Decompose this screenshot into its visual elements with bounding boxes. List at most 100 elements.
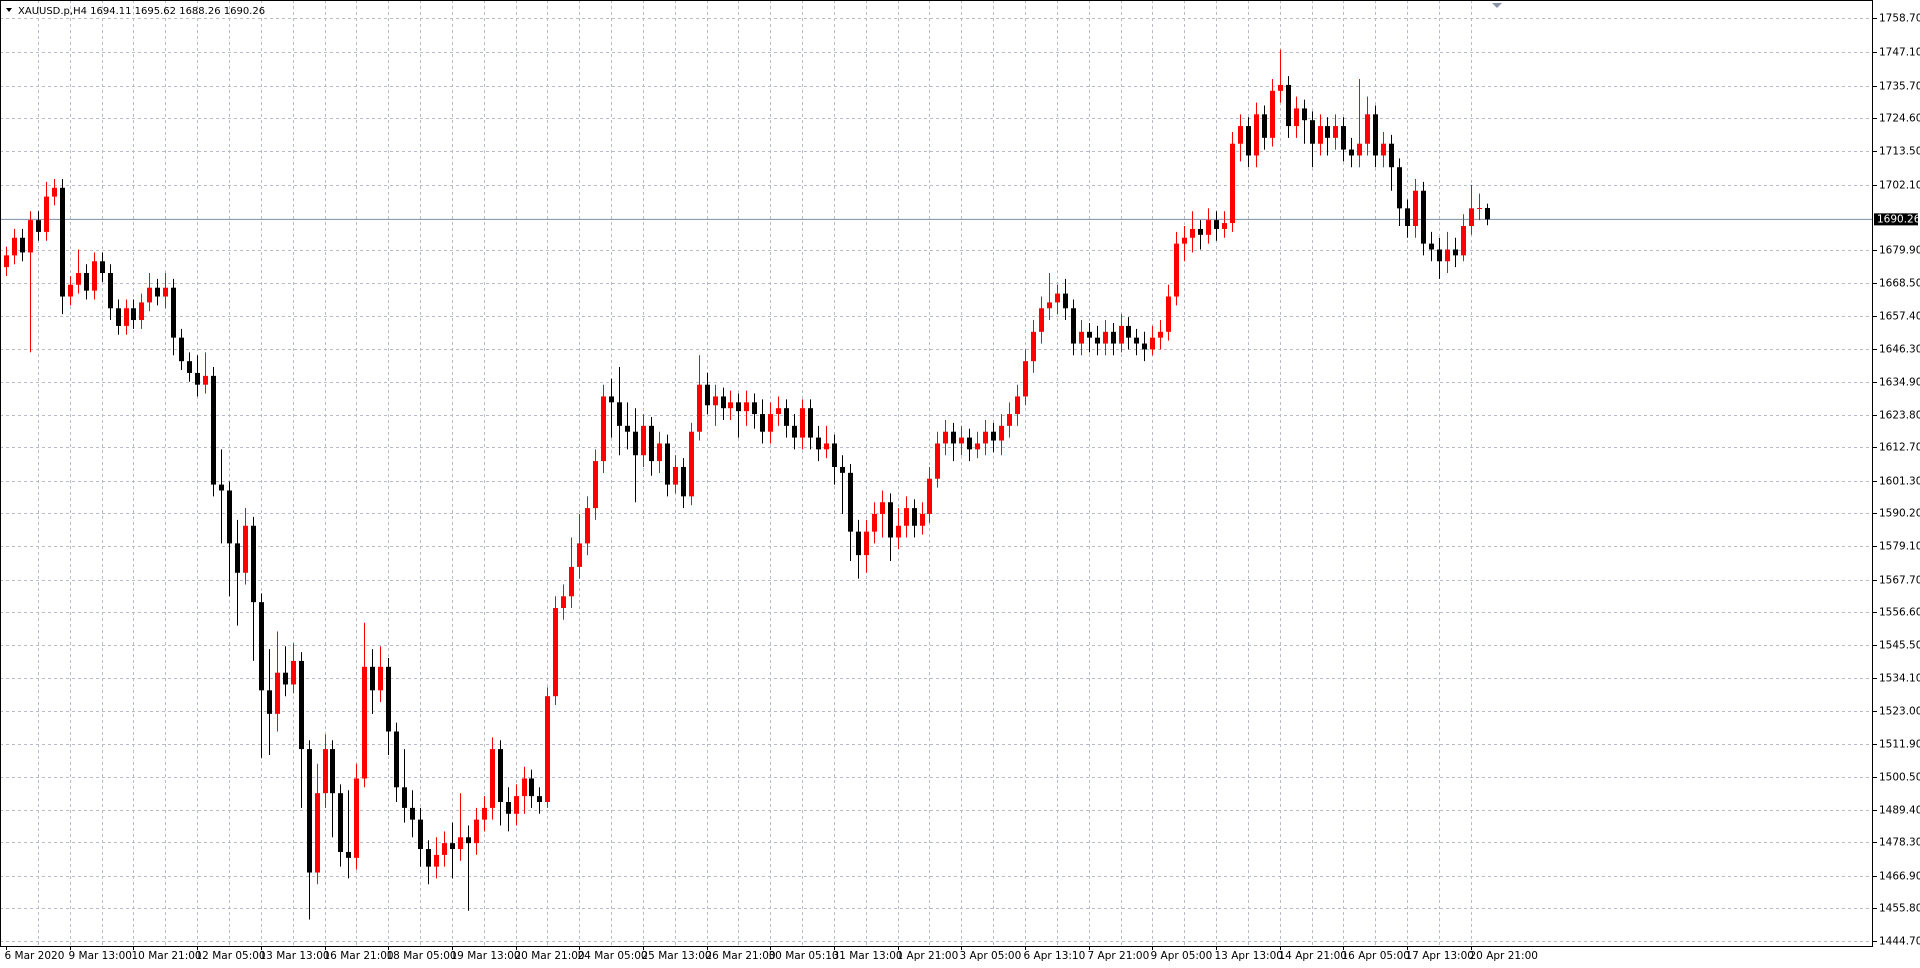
candle-body: [52, 187, 57, 197]
candle-body: [490, 749, 495, 808]
candle-body: [1071, 308, 1076, 344]
x-tick-label: 16 Mar 21:00: [324, 950, 394, 962]
y-tick-label: 1590.20: [1879, 508, 1920, 520]
candle-body: [1381, 143, 1386, 156]
x-tick-label: 6 Apr 13:10: [1024, 950, 1086, 962]
y-tick-label: 1556.60: [1879, 607, 1920, 619]
candle-body: [116, 308, 121, 326]
candle-body: [402, 787, 407, 808]
y-tick-label: 1646.30: [1879, 344, 1920, 356]
candle-body: [1270, 90, 1275, 138]
y-tick-label: 1702.10: [1879, 180, 1920, 192]
candle-body: [657, 443, 662, 462]
y-tick-label: 1466.90: [1879, 871, 1920, 883]
candle-body: [187, 361, 192, 373]
x-tick-label: 20 Apr 21:00: [1470, 950, 1538, 962]
x-tick-label: 31 Mar 13:00: [833, 950, 903, 962]
candle-body: [529, 778, 534, 797]
x-tick-label: 30 Mar 05:10: [769, 950, 839, 962]
y-tick-label: 1668.50: [1879, 278, 1920, 290]
candle-body: [1182, 237, 1187, 244]
candles: [4, 49, 1490, 920]
shift-marker[interactable]: [1492, 3, 1502, 8]
y-tick-label: 1724.60: [1879, 113, 1920, 125]
candle-body: [975, 443, 980, 450]
y-tick-label: 1758.70: [1879, 13, 1920, 25]
candle-body: [689, 431, 694, 497]
candle-body: [999, 425, 1004, 441]
candle-body: [163, 287, 168, 297]
candle-body: [482, 807, 487, 820]
candle-body: [888, 502, 893, 538]
candle-body: [1461, 225, 1466, 256]
x-tick-label: 14 Apr 21:00: [1279, 950, 1347, 962]
candle-body: [1063, 293, 1068, 309]
candle-body: [1055, 293, 1060, 303]
candle-body: [243, 525, 248, 573]
candle-body: [299, 660, 304, 750]
candle-body: [1174, 243, 1179, 297]
candle-body: [864, 531, 869, 556]
candle-body: [219, 484, 224, 491]
candle-body: [1047, 302, 1052, 309]
candle-body: [927, 478, 932, 514]
x-tick-label: 9 Mar 13:00: [69, 950, 132, 962]
candle-body: [760, 414, 765, 432]
candle-body: [434, 854, 439, 867]
candle-body: [991, 431, 996, 441]
x-tick-label: 13 Apr 13:00: [1215, 950, 1283, 962]
candle-body: [1485, 208, 1490, 220]
y-tick-label: 1500.50: [1879, 772, 1920, 784]
candle-body: [601, 396, 606, 462]
x-tick-label: 3 Apr 05:00: [960, 950, 1022, 962]
x-tick-label: 16 Apr 05:00: [1342, 950, 1410, 962]
candle-body: [1119, 325, 1124, 344]
symbol-menu-arrow[interactable]: [6, 8, 12, 12]
y-tick-label: 1478.30: [1879, 837, 1920, 849]
y-tick-label: 1713.50: [1879, 146, 1920, 158]
candle-body: [904, 508, 909, 526]
x-tick-label: 20 Mar 21:00: [515, 950, 585, 962]
candle-body: [744, 402, 749, 412]
price-label: 1690.26: [1877, 213, 1920, 225]
y-tick-label: 1679.90: [1879, 245, 1920, 257]
candle-body: [498, 749, 503, 802]
x-tick-label: 13 Mar 13:00: [260, 950, 330, 962]
candle-body: [728, 402, 733, 409]
candle-body: [1190, 228, 1195, 238]
candle-body: [1262, 114, 1267, 138]
price-axis: 1758.70 1747.10 1735.70 1724.60 1713.50 1702.…: [5, 13, 1920, 963]
candle-body: [935, 443, 940, 479]
candle-body: [1023, 361, 1028, 397]
candle-body: [1413, 190, 1418, 226]
candle-body: [370, 666, 375, 691]
candle-body: [1103, 331, 1108, 344]
candle-body: [752, 402, 757, 415]
candle-body: [1333, 126, 1338, 138]
candle-body: [346, 851, 351, 858]
candle-body: [426, 849, 431, 867]
candle-body: [1087, 331, 1092, 338]
candle-body: [227, 490, 232, 544]
y-tick-label: 1623.80: [1879, 410, 1920, 422]
candle-body: [1142, 343, 1147, 350]
candle-body: [76, 273, 81, 285]
candle-body: [147, 287, 152, 303]
candle-body: [450, 843, 455, 850]
candle-body: [1302, 108, 1307, 121]
candle-body: [561, 596, 566, 609]
candle-body: [840, 466, 845, 473]
candle-body: [92, 261, 97, 291]
x-tick-label: 25 Mar 13:00: [642, 950, 712, 962]
candle-body: [896, 525, 901, 538]
candle-body: [179, 337, 184, 362]
x-tick-label: 12 Mar 05:00: [196, 950, 266, 962]
candle-body: [856, 531, 861, 556]
candle-body: [951, 431, 956, 444]
candle-body: [1134, 337, 1139, 344]
candle-body: [1214, 220, 1219, 229]
candle-body: [394, 731, 399, 788]
candle-body: [697, 384, 702, 432]
candle-body: [44, 196, 49, 232]
